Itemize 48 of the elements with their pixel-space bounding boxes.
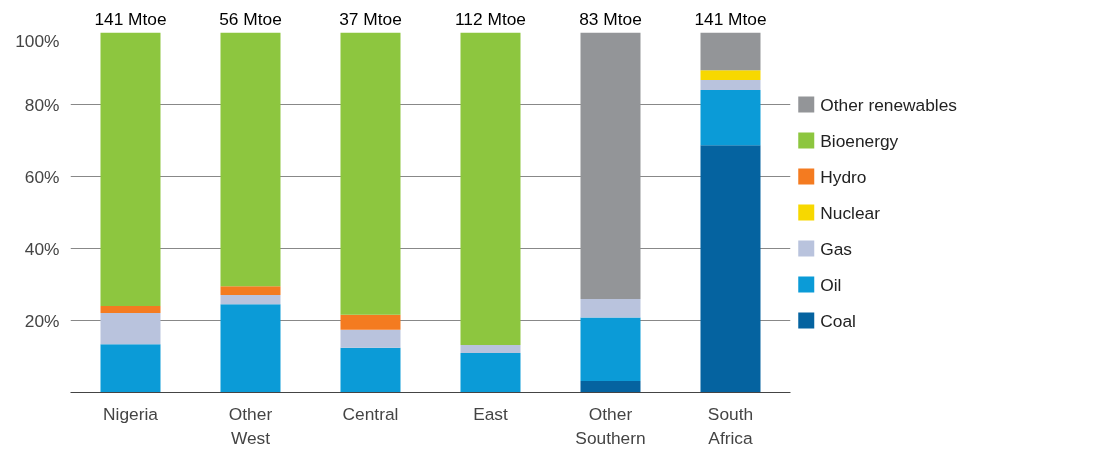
legend-label: Other renewables bbox=[820, 94, 958, 115]
bar bbox=[700, 70, 761, 81]
bar bbox=[220, 286, 281, 295]
annotation: 112 Mtoe bbox=[455, 8, 526, 29]
legend-label: Oil bbox=[820, 274, 842, 295]
legend-label: Coal bbox=[820, 310, 856, 331]
legend-label: Gas bbox=[820, 238, 853, 259]
bar bbox=[340, 32, 401, 315]
annotation: 141 Mtoe bbox=[694, 8, 767, 29]
x-tick-label: Central bbox=[342, 403, 399, 424]
bar bbox=[100, 312, 161, 345]
legend-label: Nuclear bbox=[820, 202, 881, 223]
bar bbox=[580, 298, 641, 318]
x-tick-label: Other Southern bbox=[575, 403, 646, 448]
y-tick-label: 20% bbox=[24, 310, 60, 331]
bar bbox=[100, 32, 161, 307]
y-tick-label: 40% bbox=[24, 238, 60, 259]
bar bbox=[580, 32, 641, 299]
bar bbox=[340, 329, 401, 348]
annotation: 141 Mtoe bbox=[94, 8, 167, 29]
bar bbox=[580, 380, 641, 393]
bar bbox=[700, 145, 761, 393]
bar bbox=[220, 294, 281, 305]
y-tick-label: 80% bbox=[24, 94, 60, 115]
x-tick-label: Nigeria bbox=[103, 403, 159, 424]
bar bbox=[700, 32, 761, 71]
annotation: 56 Mtoe bbox=[219, 8, 282, 29]
bar bbox=[220, 304, 281, 393]
annotation: 37 Mtoe bbox=[339, 8, 402, 29]
bar bbox=[460, 352, 521, 393]
bar bbox=[340, 347, 401, 393]
legend-label: Hydro bbox=[820, 166, 867, 187]
x-tick-label: Other West bbox=[228, 403, 273, 448]
y-tick-label: 60% bbox=[24, 166, 60, 187]
bar bbox=[100, 306, 161, 313]
x-tick-label: South Africa bbox=[707, 403, 754, 448]
bar bbox=[460, 32, 521, 345]
x-tick-label: East bbox=[473, 403, 509, 424]
bar bbox=[580, 317, 641, 381]
bar bbox=[700, 80, 761, 91]
bar bbox=[220, 32, 281, 287]
y-tick-label: 100% bbox=[15, 30, 60, 51]
legend-label: Bioenergy bbox=[820, 130, 899, 151]
bar bbox=[460, 344, 521, 353]
bar bbox=[100, 344, 161, 393]
bar bbox=[340, 314, 401, 330]
annotation: 83 Mtoe bbox=[579, 8, 642, 29]
bar bbox=[700, 90, 761, 146]
